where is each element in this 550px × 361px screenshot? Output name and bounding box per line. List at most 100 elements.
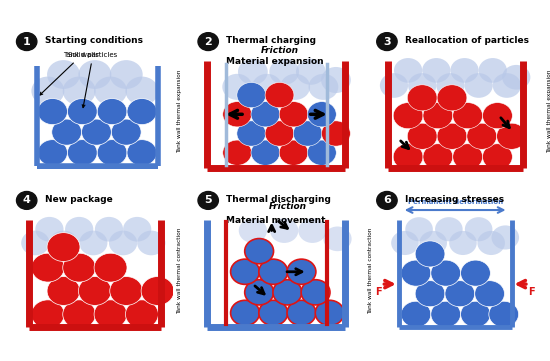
Circle shape — [453, 144, 482, 170]
Circle shape — [111, 119, 141, 145]
Circle shape — [298, 218, 327, 243]
Text: Solid particles: Solid particles — [68, 52, 118, 108]
Circle shape — [31, 77, 64, 105]
Circle shape — [401, 260, 431, 286]
Circle shape — [238, 59, 268, 85]
Circle shape — [323, 226, 351, 251]
Text: Tank wall thermal contraction: Tank wall thermal contraction — [368, 227, 373, 314]
Circle shape — [431, 301, 460, 327]
Circle shape — [287, 300, 316, 326]
Circle shape — [47, 60, 80, 89]
Circle shape — [127, 99, 157, 125]
Circle shape — [322, 121, 350, 146]
Text: 5: 5 — [205, 195, 212, 205]
Circle shape — [265, 82, 294, 108]
Circle shape — [37, 140, 68, 166]
Circle shape — [401, 301, 431, 327]
Text: Thermal discharging: Thermal discharging — [226, 195, 331, 204]
Text: 2: 2 — [204, 36, 212, 47]
Circle shape — [437, 123, 467, 149]
Circle shape — [393, 144, 423, 170]
Circle shape — [31, 253, 64, 282]
Circle shape — [467, 123, 497, 149]
Circle shape — [482, 144, 513, 170]
Circle shape — [230, 300, 260, 326]
Circle shape — [109, 231, 137, 255]
Circle shape — [63, 253, 96, 282]
Circle shape — [270, 218, 298, 243]
Text: Friction: Friction — [261, 45, 299, 55]
Circle shape — [422, 58, 450, 83]
Circle shape — [377, 191, 397, 209]
Circle shape — [460, 260, 491, 286]
Circle shape — [475, 281, 504, 307]
Circle shape — [489, 301, 519, 327]
Circle shape — [47, 277, 80, 305]
Circle shape — [94, 300, 127, 329]
Circle shape — [237, 121, 266, 146]
Text: Tank walls: Tank walls — [40, 52, 100, 95]
Circle shape — [321, 67, 351, 93]
Circle shape — [405, 217, 433, 241]
Circle shape — [63, 300, 96, 329]
Circle shape — [309, 74, 338, 100]
Circle shape — [420, 231, 447, 255]
Circle shape — [50, 231, 78, 255]
Circle shape — [393, 103, 423, 129]
Circle shape — [252, 74, 282, 100]
Circle shape — [502, 65, 530, 90]
Circle shape — [141, 277, 174, 305]
Circle shape — [296, 59, 326, 85]
Circle shape — [431, 260, 460, 286]
Circle shape — [95, 217, 123, 242]
Circle shape — [245, 280, 273, 305]
Circle shape — [198, 191, 218, 209]
Circle shape — [79, 60, 111, 89]
Circle shape — [21, 231, 50, 255]
Circle shape — [31, 300, 64, 329]
Text: F: F — [375, 287, 382, 297]
Circle shape — [492, 225, 519, 249]
Circle shape — [265, 121, 294, 146]
Circle shape — [478, 58, 507, 83]
Circle shape — [16, 32, 37, 51]
Circle shape — [449, 231, 477, 255]
Circle shape — [301, 280, 330, 305]
Circle shape — [423, 144, 453, 170]
Circle shape — [68, 140, 97, 166]
Circle shape — [315, 300, 344, 326]
Circle shape — [52, 119, 81, 145]
Circle shape — [94, 77, 127, 105]
Circle shape — [16, 191, 37, 209]
Text: Permanent deformation: Permanent deformation — [408, 199, 503, 205]
Circle shape — [245, 239, 273, 264]
Circle shape — [123, 217, 151, 242]
Circle shape — [445, 281, 475, 307]
Circle shape — [280, 74, 310, 100]
Text: Tank wall thermal expansion: Tank wall thermal expansion — [177, 70, 182, 153]
Circle shape — [394, 58, 422, 83]
Circle shape — [251, 140, 280, 165]
Circle shape — [110, 60, 142, 89]
Circle shape — [47, 233, 80, 261]
Circle shape — [408, 73, 436, 98]
Circle shape — [460, 301, 491, 327]
Circle shape — [307, 102, 336, 127]
Text: New package: New package — [45, 195, 112, 204]
Circle shape — [408, 85, 437, 111]
Circle shape — [125, 77, 158, 105]
Circle shape — [436, 73, 465, 98]
Circle shape — [223, 140, 251, 165]
Text: Tank wall thermal expansion: Tank wall thermal expansion — [547, 70, 550, 153]
Circle shape — [237, 82, 266, 108]
Circle shape — [477, 231, 505, 255]
Circle shape — [408, 123, 437, 149]
Circle shape — [380, 73, 408, 98]
Circle shape — [97, 99, 127, 125]
Circle shape — [415, 281, 445, 307]
Text: Reallocation of particles: Reallocation of particles — [405, 36, 529, 45]
Circle shape — [239, 218, 267, 243]
Circle shape — [137, 231, 166, 255]
Circle shape — [287, 259, 316, 284]
Text: Friction: Friction — [268, 202, 306, 211]
